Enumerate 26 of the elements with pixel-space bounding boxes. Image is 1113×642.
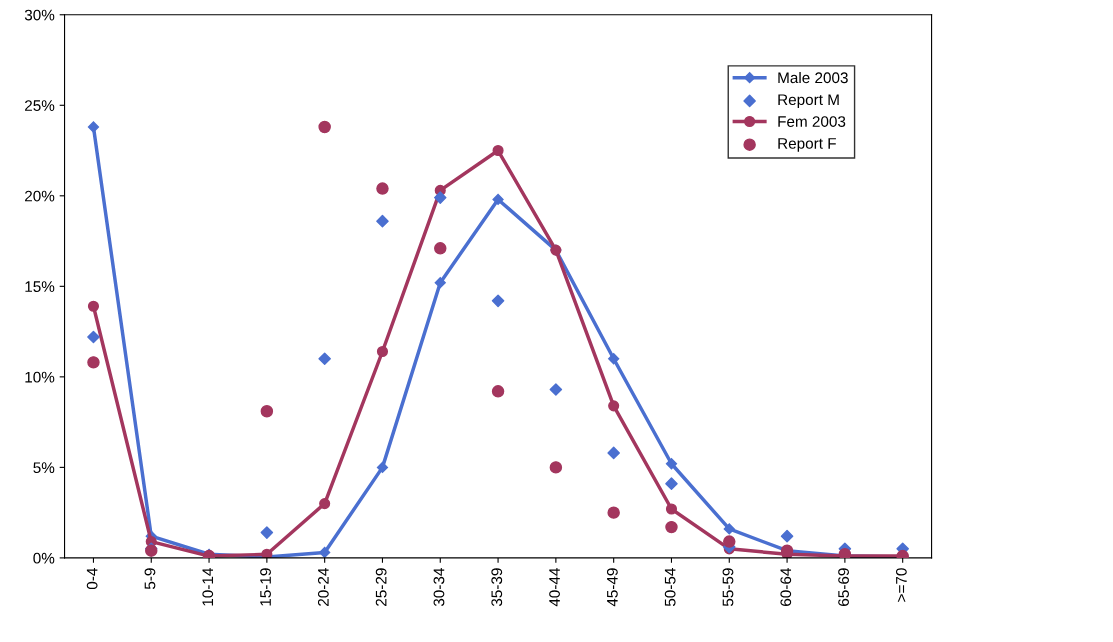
x-tick-label: 20-24 [317, 568, 329, 606]
x-tick-label: 0-4 [86, 568, 98, 590]
y-tick-label: 10% [25, 371, 55, 383]
y-tick-label: 0% [33, 552, 55, 564]
y-tick-label: 30% [24, 9, 55, 21]
legend-label: Male 2003 [778, 71, 848, 84]
x-tick-label: 30-34 [433, 568, 445, 607]
x-tick-label: 35-39 [491, 568, 503, 607]
legend-label: Report M [778, 94, 839, 109]
x-tick-label: 60-64 [780, 568, 792, 606]
x-tick-label: 25-29 [375, 568, 387, 606]
x-tick-label: 40-44 [549, 568, 560, 607]
x-tick-label: 10-14 [202, 568, 214, 606]
legend-label: Report F [778, 138, 836, 152]
y-tick-label: 5% [33, 462, 55, 474]
x-tick-label: 15-19 [260, 568, 271, 606]
x-tick-label: 55-59 [722, 568, 734, 607]
x-tick-label: >=70 [895, 568, 907, 602]
y-tick-label: 20% [25, 190, 55, 202]
y-tick-label: 15% [25, 281, 55, 293]
x-tick-label: 65-69 [838, 568, 849, 606]
legend-label: Fem 2003 [778, 116, 846, 127]
x-tick-label: 45-49 [606, 568, 618, 607]
y-tick-label: 25% [25, 100, 55, 111]
x-tick-label: 5-9 [144, 568, 156, 590]
x-tick-label: 50-54 [664, 568, 676, 607]
